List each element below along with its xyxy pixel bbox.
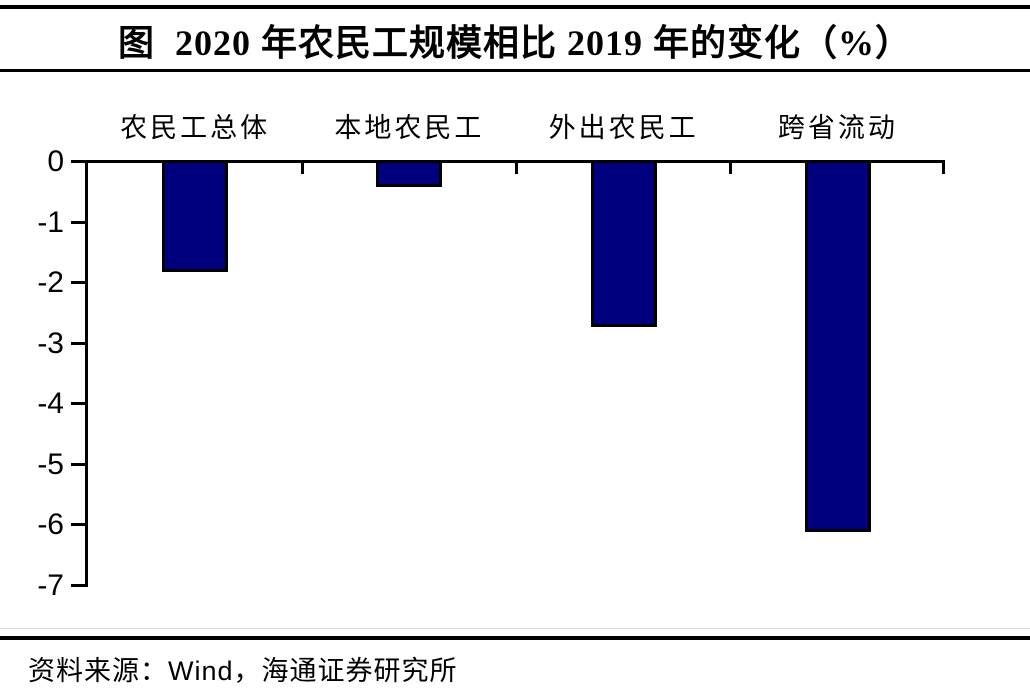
- x-axis-tick: [300, 163, 304, 174]
- bar-外出农民工: [590, 163, 657, 327]
- y-axis-tick: [71, 402, 85, 406]
- y-axis-tick: [71, 584, 85, 587]
- source-note: 资料来源：Wind，海通证券研究所: [28, 656, 458, 686]
- y-tick-label: -1: [37, 205, 64, 239]
- bar-chart-plot-area: 0 -1 -2 -3 -4 -5 -6 -7 农民工总体 本地农民工 外出农民工 跨省流动: [37, 113, 945, 602]
- y-tick-label: -7: [37, 569, 64, 602]
- footer-hairline: [0, 628, 1030, 629]
- top-divider: [0, 5, 1030, 9]
- y-axis-tick: [71, 523, 85, 527]
- y-tick-label: -6: [37, 508, 64, 542]
- y-tick-label: -2: [37, 266, 64, 300]
- y-axis: [85, 160, 88, 587]
- y-axis-tick: [71, 462, 85, 466]
- footer-divider: [0, 636, 1030, 640]
- title-divider: [0, 69, 1030, 72]
- y-axis-tick: [71, 341, 85, 345]
- bar-本地农民工: [376, 163, 443, 187]
- y-axis-tick: [71, 220, 85, 224]
- y-axis-tick: [71, 160, 85, 163]
- x-axis-zero-line: [88, 160, 945, 163]
- y-tick-label: 0: [47, 145, 64, 178]
- x-axis-tick: [729, 163, 733, 174]
- category-label: 跨省流动: [777, 113, 898, 143]
- bar-农民工总体: [162, 163, 229, 272]
- category-label: 农民工总体: [120, 113, 271, 143]
- x-axis-tick: [942, 163, 945, 174]
- y-tick-label: -4: [37, 387, 64, 421]
- y-tick-label: -5: [37, 447, 64, 481]
- x-axis-tick: [515, 163, 518, 174]
- y-tick-label: -3: [37, 326, 64, 360]
- category-label: 外出农民工: [548, 113, 699, 143]
- chart-title: 图 2020 年农民工规模相比 2019 年的变化（%）: [117, 23, 912, 63]
- bar-跨省流动: [804, 163, 871, 532]
- category-label: 本地农民工: [334, 113, 485, 143]
- y-axis-tick: [71, 281, 85, 285]
